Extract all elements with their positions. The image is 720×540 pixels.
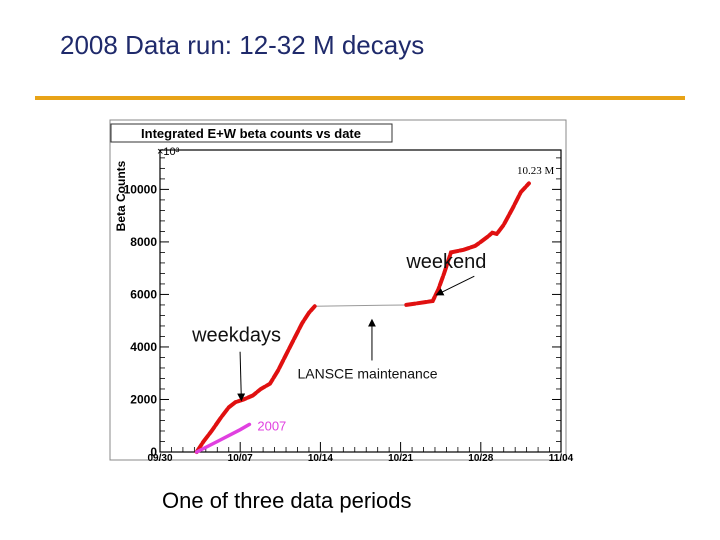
y-multiplier-label: ×10³	[157, 146, 180, 158]
title-divider	[35, 96, 685, 100]
series-2008-line	[194, 304, 317, 454]
x-tick-label: 10/07	[228, 453, 253, 464]
y-tick-label: 2000	[130, 392, 157, 406]
y-axis-label: Beta Counts	[114, 160, 128, 231]
series-label-2007: 2007	[257, 418, 286, 433]
y-tick-label: 8000	[130, 235, 157, 249]
annotation-arrow-weekdays	[237, 351, 246, 402]
maintenance-gap-line	[314, 304, 407, 307]
annotation-lansce-maintenance: LANSCE maintenance	[297, 365, 437, 381]
series-2008-line	[404, 181, 531, 307]
x-tick-label: 10/28	[468, 453, 493, 464]
chart-title: Integrated E+W beta counts vs date	[141, 126, 361, 141]
annotation-weekend: weekend	[405, 251, 486, 273]
slide-title: 2008 Data run: 12-32 M decays	[60, 30, 425, 60]
x-tick-label: 11/04	[549, 453, 574, 464]
x-tick-label: 10/21	[388, 453, 413, 464]
chart-frame	[109, 119, 567, 461]
chart-title-box	[110, 123, 393, 143]
y-tick-label: 4000	[130, 340, 157, 354]
x-tick-label: 09/30	[147, 453, 172, 464]
y-tick-label: 6000	[130, 287, 157, 301]
y-tick-label: 0	[150, 445, 157, 459]
x-tick-label: 10/14	[308, 453, 333, 464]
series-end-label: 10.23 M	[517, 165, 555, 177]
annotation-weekdays: weekdays	[191, 325, 281, 347]
series-2007-line	[194, 422, 252, 454]
slide-caption: One of three data periods	[162, 488, 412, 513]
y-tick-label: 10000	[124, 182, 158, 196]
annotation-arrow-weekend	[435, 275, 475, 296]
plot-area	[159, 149, 562, 453]
